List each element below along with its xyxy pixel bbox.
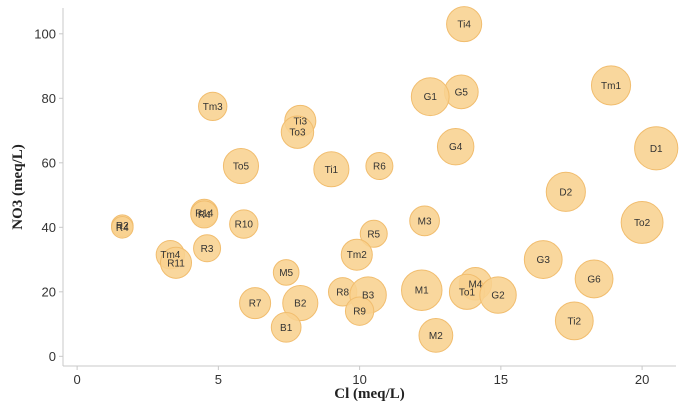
axes: 0 5 10 15 20 0 20 40 60 80 100: [34, 8, 676, 387]
y-axis-title: NO3 (meq/L): [10, 144, 26, 229]
x-axis-title: Cl (meq/L): [334, 386, 404, 402]
bubble-label: G1: [424, 92, 438, 103]
bubble-label: R7: [249, 299, 262, 310]
bubble-point: [159, 246, 193, 279]
bubble-label: D1: [650, 144, 663, 155]
bubble-label: M4: [468, 279, 482, 290]
bubble-point: [365, 152, 394, 181]
bubble-label: R4: [116, 223, 129, 234]
y-tick-label: 40: [42, 220, 56, 235]
bubble-label: R3: [201, 244, 214, 255]
y-tick-label: 0: [49, 349, 56, 364]
bubble-point: [111, 216, 134, 239]
bubble-label: B2: [294, 299, 307, 310]
bubble-label: R14: [195, 208, 214, 219]
bubble-point: [229, 209, 259, 239]
y-tick-label: 100: [34, 26, 56, 41]
bubble-point: [239, 287, 272, 320]
bubble-label: D2: [559, 187, 572, 198]
bubble-label: To5: [233, 162, 250, 173]
bubble-point: [280, 115, 315, 149]
bubble-point: [190, 200, 219, 229]
bubble-label: G5: [455, 87, 469, 98]
bubble-label: Tm2: [347, 250, 367, 261]
bubble-point: [282, 285, 319, 322]
bubble-point: [418, 317, 454, 353]
bubble-label: R10: [235, 220, 254, 231]
bubble-point: [401, 269, 443, 311]
bubble-point: [198, 91, 228, 122]
bubble-point: [222, 147, 260, 185]
bubble-point: [446, 6, 483, 43]
bubble-point: [554, 301, 594, 341]
bubble-label: G3: [537, 255, 551, 266]
bubble-label: R4: [198, 210, 211, 221]
bubble-point: [193, 234, 222, 263]
bubble-point: [436, 127, 475, 166]
bubble-label: G4: [449, 142, 463, 153]
bubble-point: [409, 205, 440, 237]
bubble-label: R2: [116, 221, 129, 232]
bubble-label: Tm3: [203, 102, 223, 113]
bubble-label: To1: [459, 287, 476, 298]
bubble-label: M3: [418, 216, 432, 227]
bubble-point: [313, 151, 350, 188]
bubble-point: [359, 219, 388, 248]
bubble-point: [410, 77, 450, 117]
bubble-point: [340, 238, 373, 271]
bubble-point: [590, 65, 632, 106]
bubble-label: R11: [167, 258, 185, 269]
bubble-label: G6: [587, 274, 601, 285]
bubble-label: To2: [634, 218, 651, 229]
bubble-series: [111, 6, 679, 353]
x-tick-label: 10: [352, 372, 366, 387]
y-tick-label: 20: [42, 284, 56, 299]
bubble-label: Ti2: [568, 316, 582, 327]
bubble-point: [523, 240, 563, 279]
bubble-label: Ti3: [294, 116, 308, 127]
bubble-label: R8: [336, 287, 349, 298]
bubble-point: [272, 259, 300, 286]
bubble-point: [344, 296, 375, 326]
bubble-label: Tm4: [160, 250, 180, 261]
bubble-point: [479, 276, 517, 314]
bubble-label: M1: [415, 286, 429, 297]
bubble-point: [574, 259, 614, 299]
bubble-label: B3: [362, 291, 375, 302]
bubble-point: [545, 171, 586, 212]
bubble-point: [620, 201, 664, 244]
y-tick-label: 60: [42, 155, 56, 170]
bubble-label: M5: [279, 268, 293, 279]
bubble-label: R5: [367, 229, 380, 240]
bubble-label: Ti4: [457, 20, 471, 31]
x-tick-label: 15: [494, 372, 508, 387]
bubble-label: Ti1: [325, 165, 339, 176]
bubble-label: R6: [373, 162, 386, 173]
bubble-label: G2: [491, 291, 505, 302]
x-tick-label: 0: [74, 372, 81, 387]
bubble-label: To3: [289, 128, 306, 139]
bubble-label: Tm1: [601, 81, 621, 92]
bubble-point: [634, 126, 679, 171]
x-tick-label: 20: [635, 372, 649, 387]
x-tick-label: 5: [215, 372, 222, 387]
bubble-label: R9: [353, 307, 366, 318]
y-tick-label: 80: [42, 91, 56, 106]
bubble-point: [270, 311, 302, 343]
bubble-label: M2: [429, 331, 443, 342]
bubble-label: B1: [280, 323, 293, 334]
